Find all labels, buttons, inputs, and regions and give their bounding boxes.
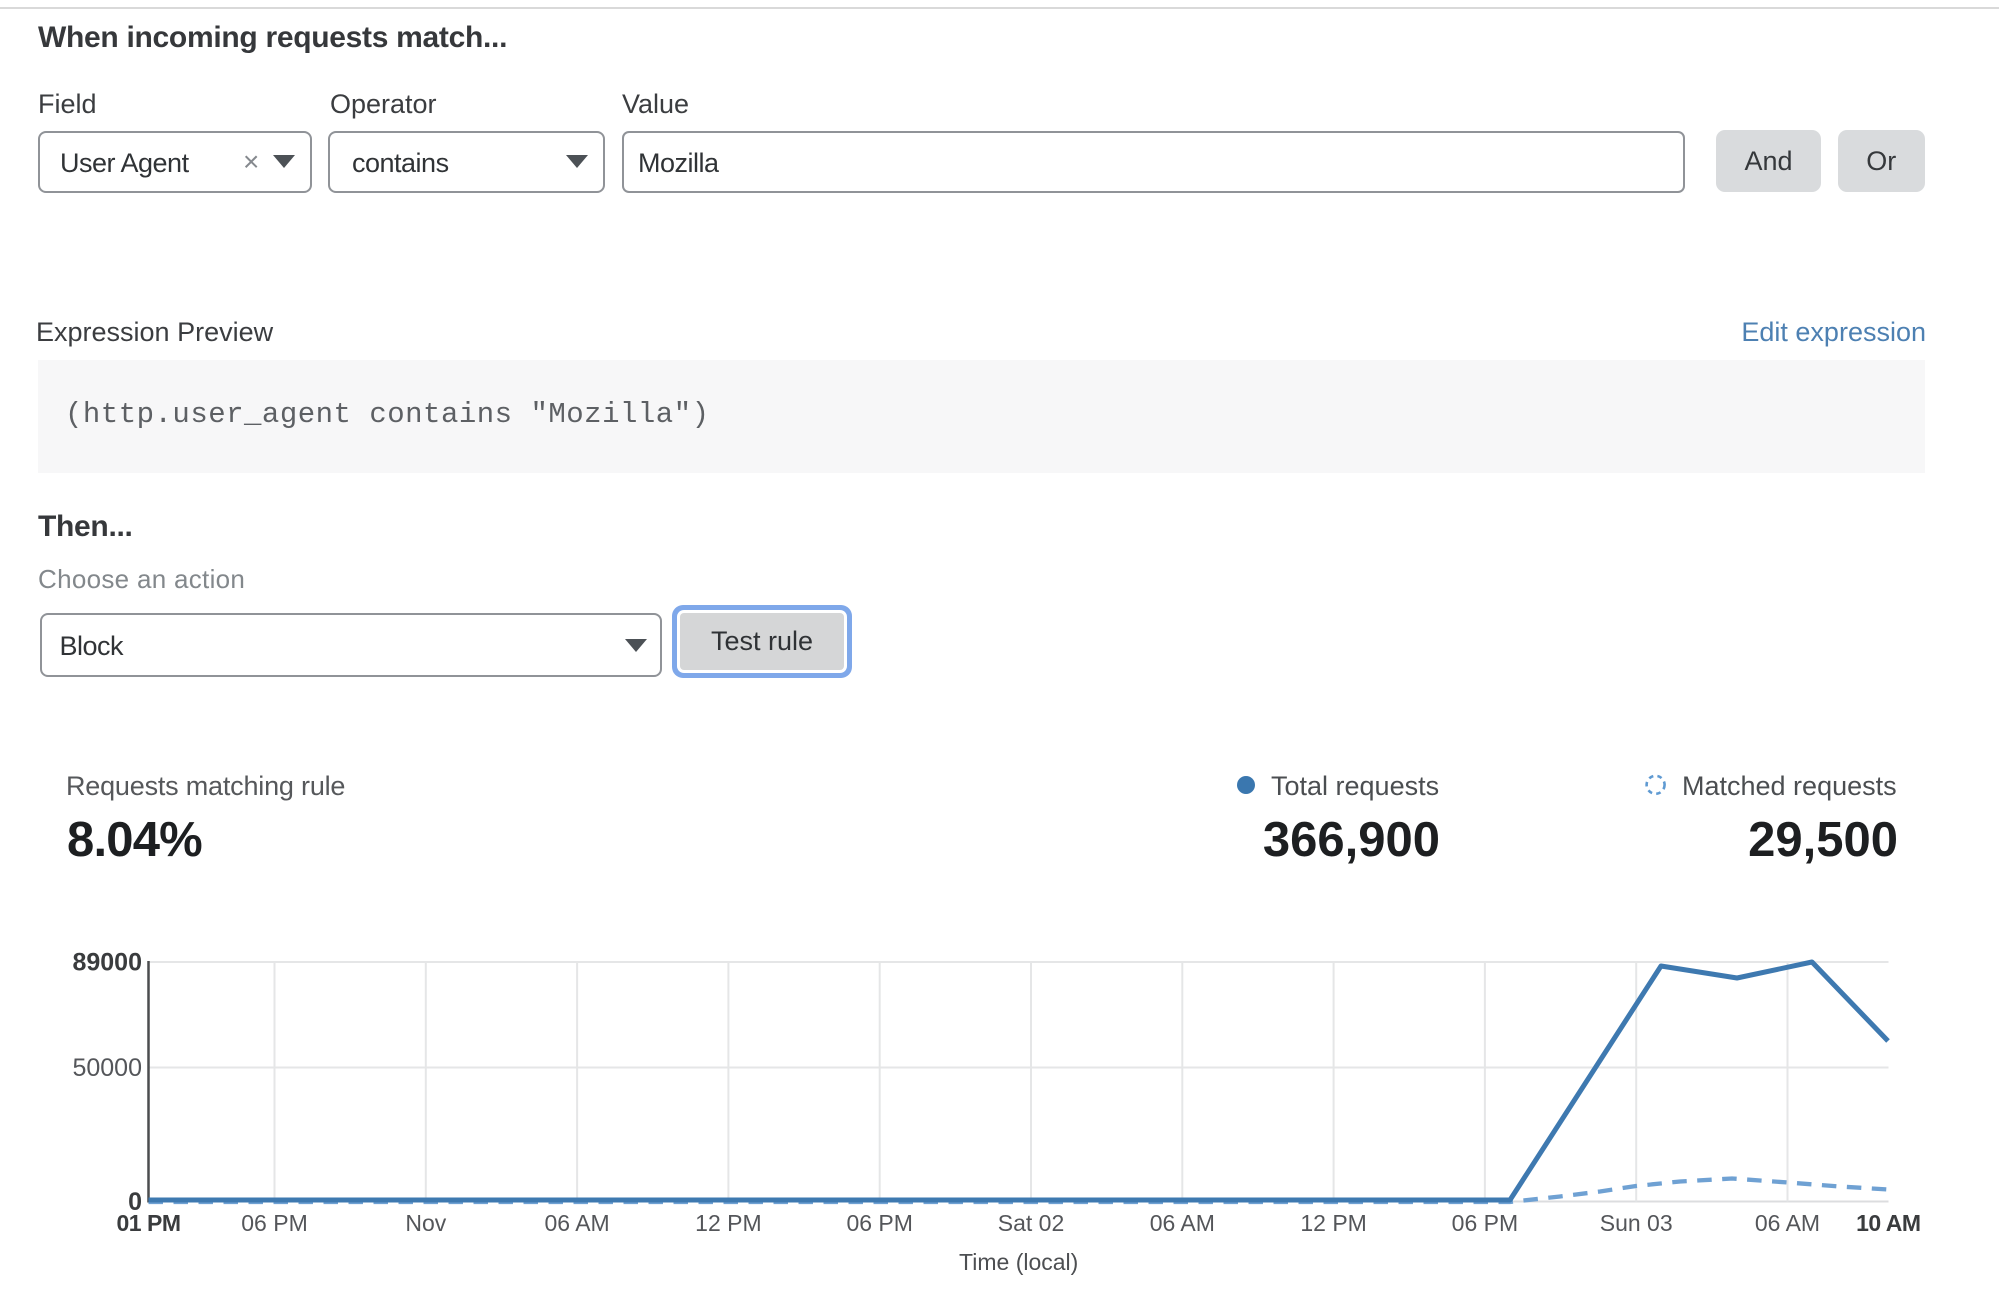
svg-text:Nov: Nov xyxy=(405,1210,446,1236)
svg-text:01 PM: 01 PM xyxy=(117,1210,181,1236)
svg-text:12 PM: 12 PM xyxy=(695,1210,761,1236)
svg-text:Sun 03: Sun 03 xyxy=(1600,1210,1673,1236)
svg-text:12 PM: 12 PM xyxy=(1300,1210,1366,1236)
svg-text:Sat 02: Sat 02 xyxy=(998,1210,1065,1236)
svg-text:06 AM: 06 AM xyxy=(1755,1210,1820,1236)
svg-text:0: 0 xyxy=(128,1188,142,1216)
svg-text:06 AM: 06 AM xyxy=(544,1210,609,1236)
svg-text:50000: 50000 xyxy=(72,1054,142,1082)
svg-text:Time (local): Time (local) xyxy=(959,1249,1078,1275)
svg-text:06 PM: 06 PM xyxy=(241,1210,307,1236)
svg-text:06 AM: 06 AM xyxy=(1150,1210,1215,1236)
svg-text:06 PM: 06 PM xyxy=(846,1210,912,1236)
svg-text:10 AM: 10 AM xyxy=(1856,1210,1920,1236)
svg-text:89000: 89000 xyxy=(72,949,142,977)
svg-text:06 PM: 06 PM xyxy=(1452,1210,1518,1236)
